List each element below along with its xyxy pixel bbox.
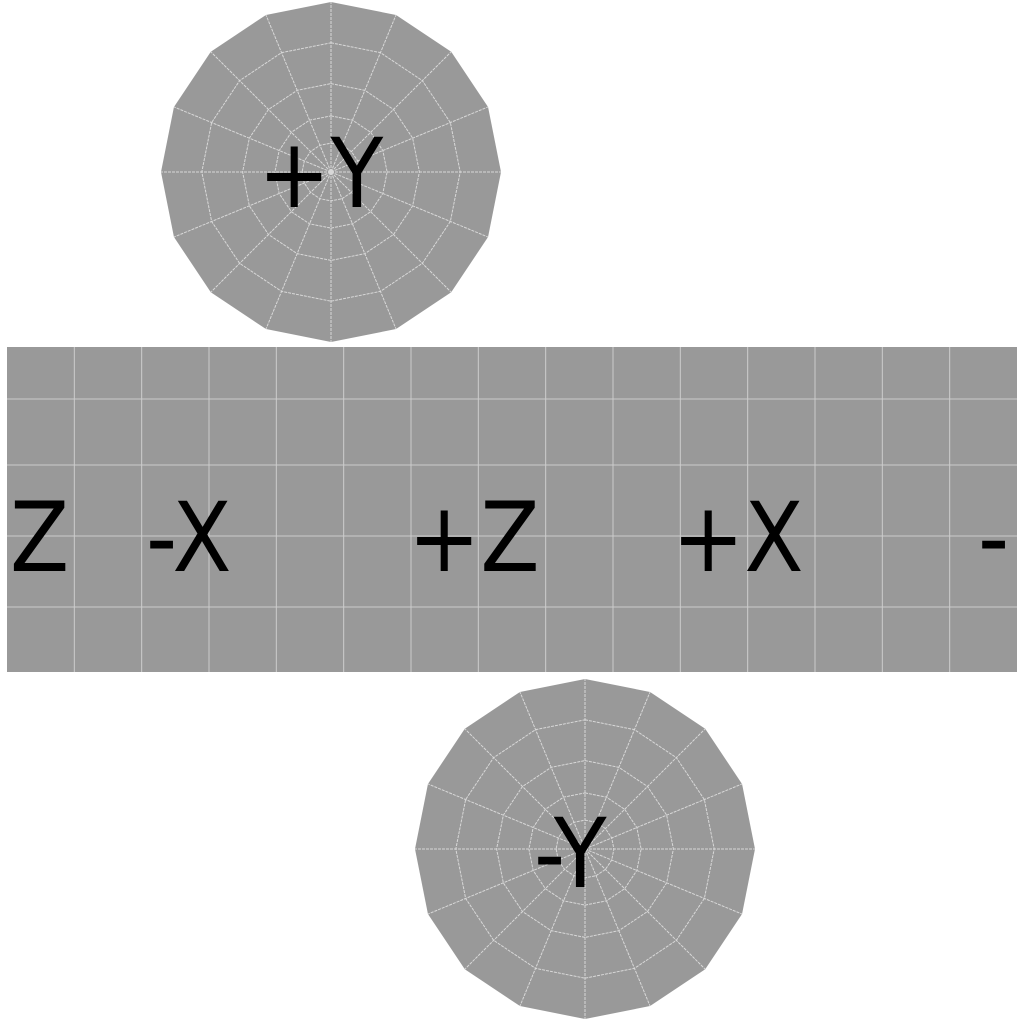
cap-bottom-ring xyxy=(528,792,642,906)
cap-bottom-spoke xyxy=(584,848,651,1007)
cap-top-spoke xyxy=(330,171,452,293)
side-strip-face xyxy=(7,347,1017,672)
cap-top-spoke xyxy=(330,171,489,238)
cap-top-spoke xyxy=(330,14,397,173)
cap-bottom-wireframe xyxy=(415,679,755,1019)
cap-top-spoke xyxy=(210,51,332,173)
cap-top-spoke xyxy=(330,106,489,173)
cap-bottom-spoke xyxy=(427,783,586,850)
cap-bottom-disc: -Y xyxy=(415,679,755,1019)
cap-top-wireframe xyxy=(161,2,501,342)
label-pos-x: +X xyxy=(672,482,804,594)
cap-top-spoke xyxy=(265,14,332,173)
cap-bottom-spoke xyxy=(464,728,586,850)
cap-top-spoke xyxy=(330,51,452,173)
cap-top-ring xyxy=(201,42,461,302)
cap-top-ring xyxy=(274,115,388,229)
cap-bottom-label: -Y xyxy=(534,798,608,910)
cap-bottom-spoke xyxy=(464,848,586,970)
cap-top-spoke xyxy=(330,171,397,330)
cap-bottom-spoke xyxy=(519,691,586,850)
label-pos-z: +Z xyxy=(408,482,540,594)
cap-top-spoke xyxy=(173,106,332,173)
cap-top-ring xyxy=(301,142,361,202)
cap-bottom-spoke xyxy=(584,848,706,970)
cap-bottom-spoke xyxy=(584,848,743,915)
cap-top-spoke xyxy=(210,171,332,293)
cap-bottom-ring xyxy=(455,719,715,979)
label-neg-x: -X xyxy=(146,482,232,594)
cap-top-spoke xyxy=(265,171,332,330)
label-z-edge: Z xyxy=(10,482,69,594)
cap-bottom-spoke xyxy=(584,691,651,850)
label-neg-edge: - xyxy=(978,482,1009,594)
cap-bottom-spoke xyxy=(519,848,586,1007)
side-strip: Z -X +Z +X - xyxy=(7,347,1017,672)
cap-bottom-spoke xyxy=(427,848,586,915)
side-strip-wireframe xyxy=(7,347,1017,672)
cap-top-label: +Y xyxy=(258,118,384,230)
cap-bottom-spoke xyxy=(584,783,743,850)
cap-bottom-ring xyxy=(555,819,615,879)
cap-top-disc: +Y xyxy=(161,2,501,342)
cap-top-spoke xyxy=(173,171,332,238)
cap-bottom-spoke xyxy=(584,728,706,850)
